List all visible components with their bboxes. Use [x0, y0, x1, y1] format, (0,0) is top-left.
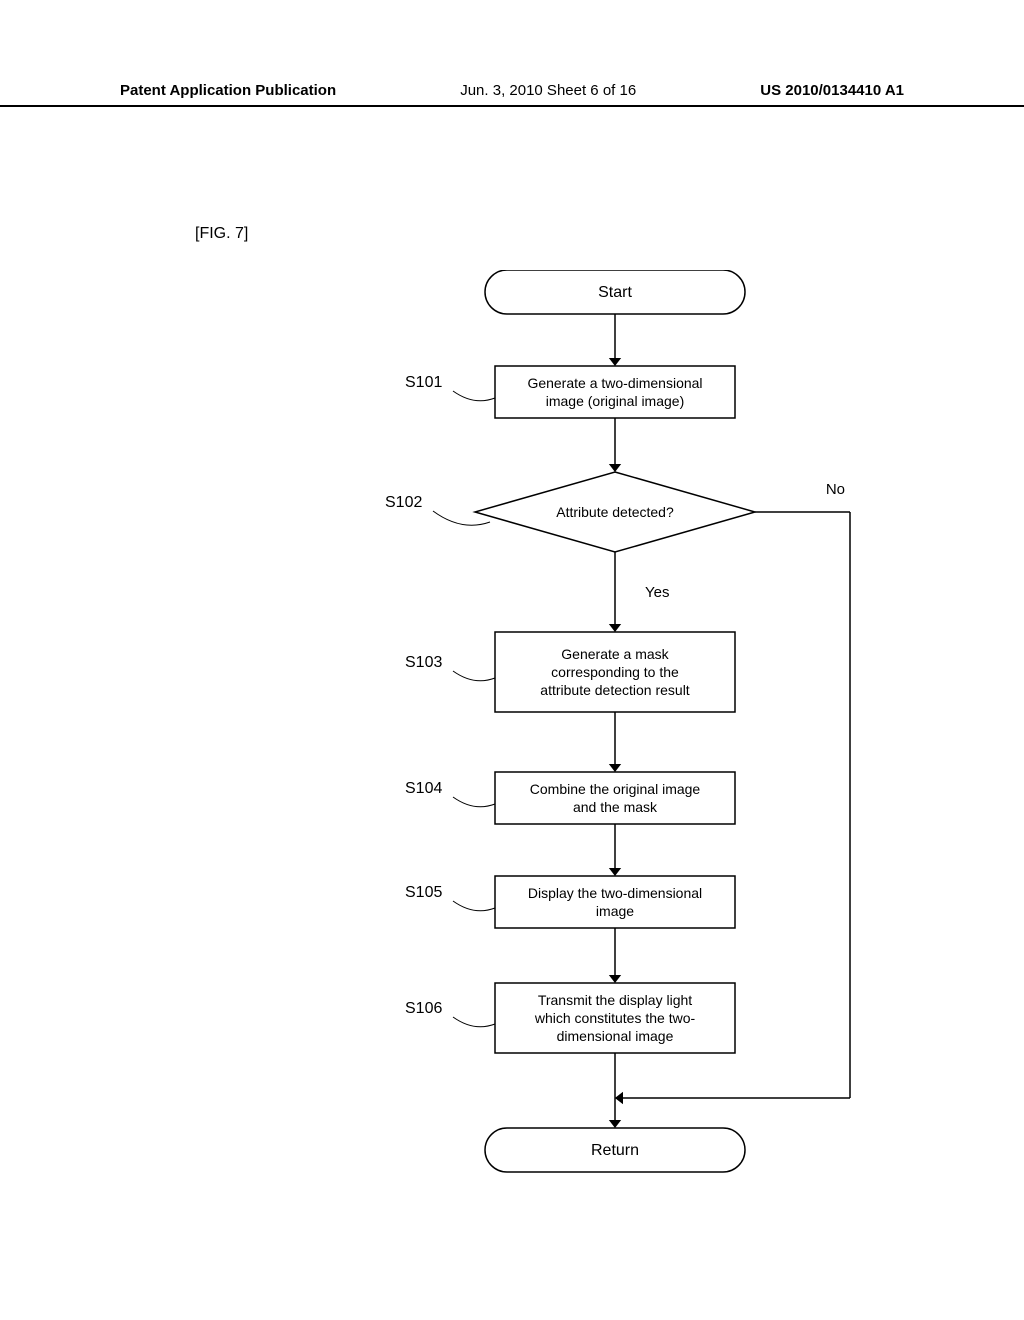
process-s105: [495, 876, 735, 928]
header-left: Patent Application Publication: [120, 82, 336, 99]
svg-text:which constitutes the two-: which constitutes the two-: [534, 1010, 696, 1026]
svg-text:Transmit the display light: Transmit the display light: [538, 992, 692, 1008]
edge-label-yes: Yes: [645, 584, 669, 601]
svg-text:corresponding to the: corresponding to the: [551, 664, 679, 680]
page-header: Patent Application Publication Jun. 3, 2…: [0, 82, 1024, 107]
step-label: S105: [405, 884, 442, 901]
svg-text:attribute detection result: attribute detection result: [540, 682, 690, 698]
edge-label-no: No: [826, 481, 845, 498]
figure-label: [FIG. 7]: [195, 225, 248, 243]
svg-text:and the mask: and the mask: [573, 799, 658, 815]
flowchart-container: Start Generate a two-dimensional image (or…: [0, 270, 1024, 1270]
process-s104: [495, 772, 735, 824]
svg-text:Display the two-dimensional: Display the two-dimensional: [528, 885, 702, 901]
step-label: S103: [405, 654, 442, 671]
step-label: S104: [405, 780, 442, 797]
svg-text:Attribute detected?: Attribute detected?: [556, 504, 674, 520]
svg-text:dimensional image: dimensional image: [557, 1028, 674, 1044]
flowchart-svg: Start Generate a two-dimensional image (or…: [0, 270, 1024, 1270]
svg-text:Generate a two-dimensional: Generate a two-dimensional: [527, 375, 702, 391]
header-mid: Jun. 3, 2010 Sheet 6 of 16: [460, 82, 636, 99]
step-label: S101: [405, 374, 442, 391]
process-s101: [495, 366, 735, 418]
svg-text:image: image: [596, 903, 634, 919]
svg-text:Combine the original image: Combine the original image: [530, 781, 701, 797]
svg-text:image (original image): image (original image): [546, 393, 685, 409]
step-label: S106: [405, 1000, 442, 1017]
step-label: S102: [385, 494, 422, 511]
svg-text:Return: Return: [591, 1142, 639, 1159]
svg-text:Generate a mask: Generate a mask: [561, 646, 669, 662]
header-right: US 2010/0134410 A1: [760, 82, 904, 99]
svg-text:Start: Start: [598, 284, 632, 301]
